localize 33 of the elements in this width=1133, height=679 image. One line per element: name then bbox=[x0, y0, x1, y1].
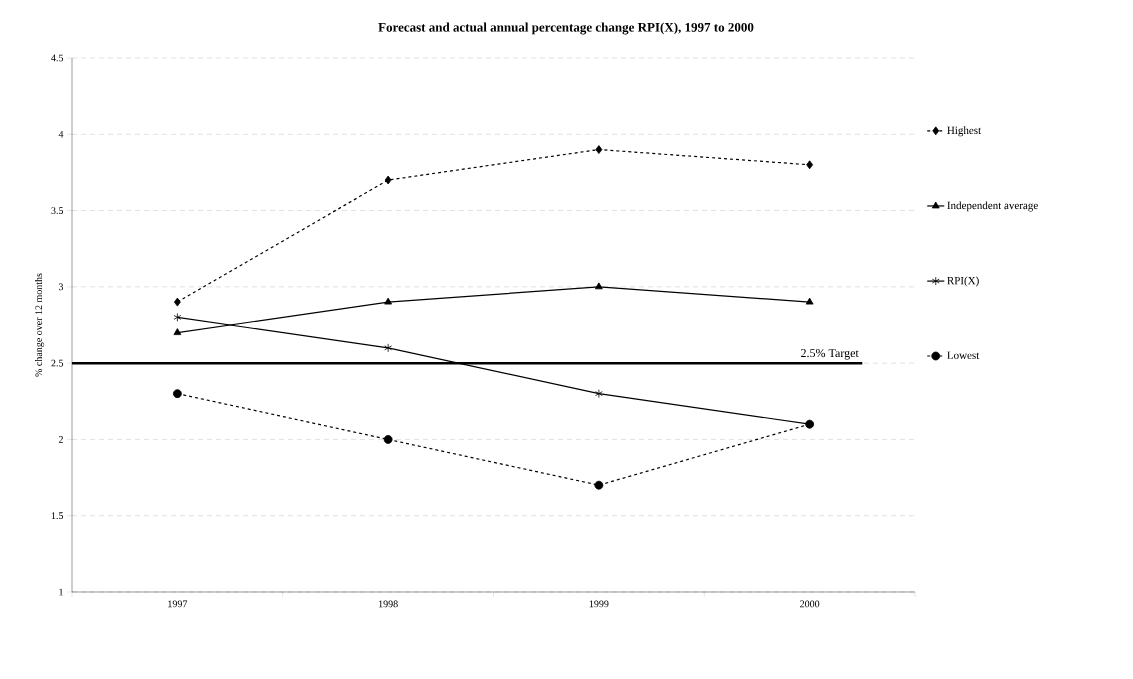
point bbox=[595, 282, 603, 290]
y-tick-label: 4 bbox=[58, 130, 64, 138]
x-tick-label: 2000 bbox=[800, 600, 820, 608]
x-tick-label: 1999 bbox=[589, 600, 609, 608]
y-tick-label: 2 bbox=[58, 436, 63, 443]
x-tick-label: 1997 bbox=[168, 600, 188, 608]
y-axis-title: % change over 12 months bbox=[35, 273, 45, 377]
legend-label: Independent average bbox=[947, 201, 1038, 212]
y-tick-label: 3 bbox=[58, 283, 64, 291]
point bbox=[383, 435, 393, 444]
y-tick-label: 3.5 bbox=[51, 207, 64, 214]
point bbox=[595, 389, 603, 399]
ref-line-label: 2.5% Target bbox=[801, 349, 859, 360]
point bbox=[384, 343, 392, 353]
chart-title: Forecast and actual annual percentage change RPI(X), 1997 to 2000 bbox=[378, 22, 754, 35]
point bbox=[173, 328, 182, 336]
legend-label: Lowest bbox=[947, 351, 980, 359]
x-tick-label: 1998 bbox=[379, 600, 398, 608]
legend-label: Highest bbox=[947, 126, 982, 137]
point bbox=[805, 297, 814, 305]
point bbox=[173, 297, 181, 307]
point bbox=[384, 297, 392, 305]
y-tick-label: 1.5 bbox=[51, 512, 64, 520]
legend-label: RPI(X) bbox=[947, 276, 979, 287]
point bbox=[806, 160, 814, 170]
point bbox=[594, 480, 604, 490]
y-tick-label: 4.5 bbox=[51, 54, 64, 62]
point bbox=[173, 312, 182, 322]
y-tick-label: 1 bbox=[59, 588, 63, 596]
point bbox=[384, 175, 392, 185]
point bbox=[172, 389, 182, 399]
point bbox=[595, 145, 603, 154]
y-tick-label: 2.5 bbox=[51, 359, 64, 367]
